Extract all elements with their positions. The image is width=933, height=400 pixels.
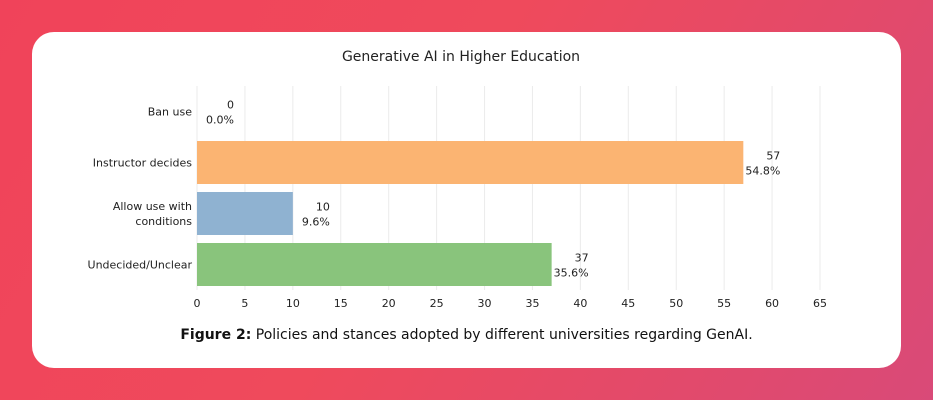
x-tick-label: 0: [194, 297, 201, 310]
bars: [197, 141, 744, 286]
category-label: Ban use: [148, 106, 192, 119]
chart-svg: Generative AI in Higher Education 0 0.0% 5…: [88, 49, 828, 310]
figure-caption: Figure 2: Policies and stances adopted b…: [32, 327, 901, 343]
bar: [197, 192, 293, 235]
bar: [197, 243, 552, 286]
gridlines: [196, 86, 821, 290]
x-tick-label: 25: [430, 297, 444, 310]
x-tick-label: 35: [525, 297, 539, 310]
chart-title: Generative AI in Higher Education: [342, 49, 580, 65]
data-label-count: 10: [316, 201, 330, 214]
data-label-count: 37: [575, 252, 589, 265]
category-label: conditions: [135, 215, 192, 228]
x-tick-label: 50: [669, 297, 683, 310]
x-tick-label: 65: [813, 297, 827, 310]
x-tick-label: 20: [382, 297, 396, 310]
bar: [197, 141, 744, 184]
x-tick-label: 55: [717, 297, 731, 310]
x-tick-label: 10: [286, 297, 300, 310]
data-label-percent: 54.8%: [745, 165, 780, 178]
figure-card: Generative AI in Higher Education 0 0.0% 5…: [32, 32, 901, 368]
x-tick-label: 5: [241, 297, 248, 310]
caption-text: Policies and stances adopted by differen…: [251, 327, 753, 343]
x-tick-label: 15: [334, 297, 348, 310]
x-tick-label: 60: [765, 297, 779, 310]
x-axis-ticks: 0 5 10 15 20 25 30 35 40 45 50 55 60 65: [194, 297, 828, 310]
data-labels: 0 0.0% 57 54.8% 10 9.6% 37 35.6%: [206, 99, 780, 280]
x-tick-label: 30: [478, 297, 492, 310]
caption-label: Figure 2:: [180, 327, 252, 343]
category-label: Instructor decides: [93, 157, 192, 170]
category-labels: Ban use Instructor decides Allow use with c…: [88, 106, 193, 272]
x-tick-label: 45: [621, 297, 635, 310]
x-tick-label: 40: [573, 297, 587, 310]
category-label: Undecided/Unclear: [88, 259, 193, 272]
data-label-percent: 9.6%: [302, 216, 330, 229]
data-label-percent: 35.6%: [554, 267, 589, 280]
data-label-count: 0: [227, 99, 234, 112]
category-label: Allow use with: [113, 200, 192, 213]
data-label-percent: 0.0%: [206, 114, 234, 127]
data-label-count: 57: [766, 150, 780, 163]
